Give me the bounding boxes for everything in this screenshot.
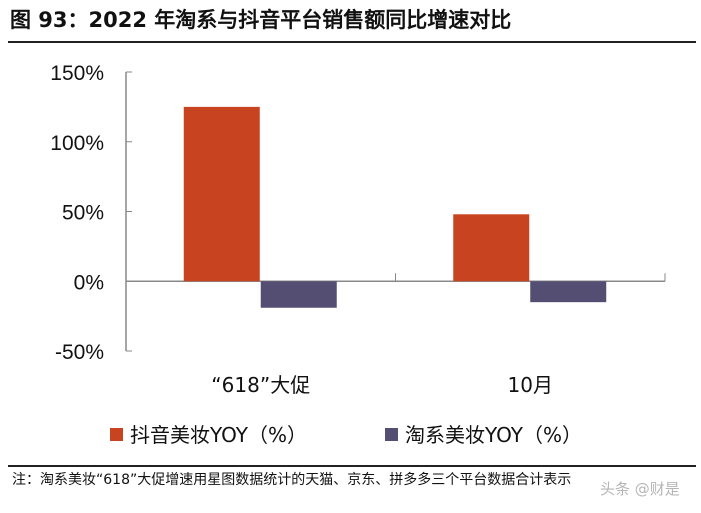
figure-title: 图 93：2022 年淘系与抖音平台销售额同比增速对比 (10, 8, 512, 32)
x-category-label: 10月 (508, 373, 553, 397)
legend-label: 抖音美妆YOY（%） (130, 423, 307, 447)
footnote: 注：淘系美妆“618”大促增速用星图数据统计的天猫、京东、拼多多三个平台数据合计… (12, 472, 572, 488)
y-tick-label: 50% (62, 202, 104, 225)
legend-swatch (385, 428, 398, 441)
y-tick-label: 150% (50, 62, 104, 85)
bar-douyin (453, 214, 530, 282)
bar-douyin (183, 106, 260, 282)
x-category-label: “618”大促 (211, 373, 310, 397)
legend-swatch (110, 428, 123, 441)
title-divider (8, 41, 696, 43)
note-divider (8, 465, 696, 467)
watermark: 头条 @财是 (600, 480, 680, 498)
y-tick-label: 100% (50, 132, 104, 155)
bar-taoxi (530, 281, 607, 303)
legend-label: 淘系美妆YOY（%） (405, 423, 582, 447)
bar-taoxi (260, 281, 337, 308)
y-tick-label: 0% (74, 271, 104, 294)
y-tick-label: -50% (55, 341, 104, 364)
